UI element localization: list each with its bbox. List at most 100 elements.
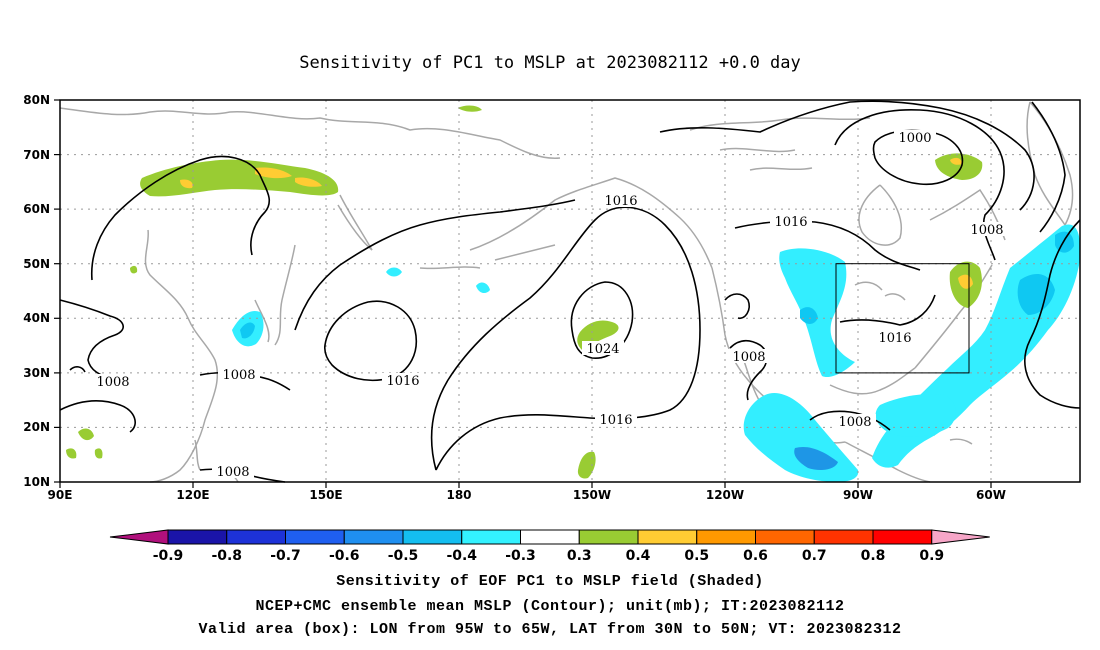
- contour-label-1000-arctic: 1000: [898, 131, 931, 146]
- lat-label-20n: 20N: [23, 420, 50, 434]
- contour-label-bg: [382, 373, 424, 387]
- colorbar-cell: [696, 529, 756, 545]
- colorbar-cell: [402, 529, 463, 545]
- contour-label-1008-gulf: 1008: [838, 415, 871, 430]
- lon-label-60w: 60W: [976, 488, 1006, 502]
- contour-label-1016-west: 1016: [386, 374, 419, 389]
- colorbar-label: -0.9: [153, 548, 184, 564]
- colorbar-label: -0.7: [270, 548, 301, 564]
- shade-pacific-south-positive: [577, 451, 596, 479]
- colorbar-label: 0.5: [684, 548, 709, 564]
- colorbar-cell: [285, 529, 345, 545]
- coast-east-asia: [144, 229, 219, 483]
- coast-central-america: [844, 441, 931, 483]
- lat-label-80n: 80N: [23, 93, 50, 107]
- map-frame: [59, 99, 1081, 483]
- valid-area-box: [835, 263, 970, 374]
- contour-label-bg: [874, 330, 916, 344]
- shade-atlantic-negative-core: [1017, 231, 1074, 315]
- colorbar-label: -0.6: [329, 548, 360, 564]
- contour-label-bg: [582, 341, 624, 355]
- contour-1008-asia: [59, 299, 124, 379]
- shade-tropics-west-positive: [66, 428, 103, 459]
- contour-label-bg: [600, 193, 642, 207]
- map-title: Sensitivity of PC1 to MSLP at 2023082112…: [299, 53, 801, 73]
- contour-label-1008-mexico: 1008: [732, 350, 765, 365]
- contour-label-bg: [728, 349, 770, 363]
- contour-label-bg: [770, 214, 812, 228]
- lon-label-120w: 120W: [706, 488, 744, 502]
- colorbar-label: -0.4: [446, 548, 477, 564]
- contour-label-bg: [966, 222, 1008, 236]
- contour-label-bg: [595, 412, 637, 426]
- map-panel: 1016 1024 1016 1016 1008 1008 1008 1000 …: [23, 93, 1081, 502]
- contour-label-1016-na-north: 1016: [774, 215, 807, 230]
- coast-aleutians: [419, 244, 556, 270]
- contour-1008-west-coast: [724, 293, 750, 320]
- caption-line-2: NCEP+CMC ensemble mean MSLP (Contour); u…: [255, 598, 845, 615]
- lon-label-180: 180: [446, 488, 471, 502]
- contour-label-1008-atlantic: 1008: [970, 223, 1003, 238]
- contour-label-1008-tropics: 1008: [216, 465, 249, 480]
- shade-japan-negative-core: [240, 322, 255, 339]
- coast-east-na: [914, 264, 993, 369]
- lat-label-10n: 10N: [23, 475, 50, 489]
- lat-label-40n: 40N: [23, 311, 50, 325]
- caption-line-1: Sensitivity of EOF PC1 to MSLP field (Sh…: [336, 573, 764, 590]
- contour-1016-atlantic: [1024, 219, 1081, 409]
- contour-label-bg: [894, 130, 936, 144]
- contour-1008-gulf: [809, 410, 891, 431]
- colorbar-label: 0.4: [626, 548, 651, 564]
- contour-label-1008-asia: 1008: [96, 375, 129, 390]
- colorbar-arrow-low: [109, 529, 169, 545]
- lon-label-90e: 90E: [48, 488, 73, 502]
- contour-1016-greenland: [1031, 101, 1066, 233]
- lat-label-70n: 70N: [23, 148, 50, 162]
- contour-label-bg: [834, 414, 876, 428]
- lon-label-150e: 150E: [309, 488, 342, 502]
- lat-label-50n: 50N: [23, 257, 50, 271]
- colorbar-label: 0.6: [743, 548, 768, 564]
- contour-label-1008-japan: 1008: [222, 368, 255, 383]
- colorbar-cell: [755, 529, 815, 545]
- coast-hudson-bay: [858, 184, 902, 246]
- contour-1008-small-tropics: [69, 366, 86, 373]
- colorbar-label: 0.9: [919, 548, 944, 564]
- shade-na-negative-core: [800, 307, 818, 324]
- contour-label-bg: [92, 374, 134, 388]
- contour-label-bg: [218, 367, 260, 381]
- shade-mexico-negative-core: [794, 446, 838, 470]
- shade-arctic-positive: [935, 153, 983, 180]
- contour-label-1024-high: 1024: [586, 342, 619, 357]
- lon-label-90w: 90W: [843, 488, 873, 502]
- colorbar-label: -0.3: [505, 548, 536, 564]
- colorbar-label: -0.8: [211, 548, 242, 564]
- coast-korea-japan: [254, 244, 296, 346]
- colorbar-label: -0.5: [388, 548, 419, 564]
- contour-1016-main-arc: [294, 199, 576, 331]
- colorbar-label: 0.7: [802, 548, 827, 564]
- contour-1016-west-pacific: [323, 300, 417, 382]
- colorbar-cell: [578, 529, 639, 545]
- axis-ticks: [54, 99, 992, 488]
- longitude-labels: 90E 120E 150E 180 150W 120W 90W 60W: [48, 488, 1006, 502]
- shade-gulf-negative: [875, 394, 956, 437]
- colorbar-cell: [637, 529, 698, 545]
- colorbar: -0.9 -0.8 -0.7 -0.6 -0.5 -0.4 -0.3 0.3 0.4 0.5 0.6…: [109, 529, 990, 564]
- shade-pacific-negative-1: [386, 267, 402, 277]
- latitude-labels: 80N 70N 60N 50N 40N 30N 20N 10N: [23, 93, 50, 489]
- shade-siberia-positive-core: [180, 167, 322, 189]
- colorbar-cell: [167, 529, 228, 545]
- caption-line-3: Valid area (box): LON from 95W to 65W, L…: [198, 621, 902, 638]
- contour-label-1016-na-east: 1016: [878, 331, 911, 346]
- shade-arctic-positive-core: [950, 157, 962, 165]
- lon-label-120e: 120E: [176, 488, 209, 502]
- lat-label-30n: 30N: [23, 366, 50, 380]
- sensitivity-shading: [66, 105, 1081, 482]
- coast-kamchatka: [337, 194, 373, 251]
- colorbar-label: 0.8: [861, 548, 886, 564]
- colorbar-cell: [226, 529, 286, 545]
- lon-label-150w: 150W: [573, 488, 611, 502]
- contour-label-1016-pacific-bottom: 1016: [599, 413, 632, 428]
